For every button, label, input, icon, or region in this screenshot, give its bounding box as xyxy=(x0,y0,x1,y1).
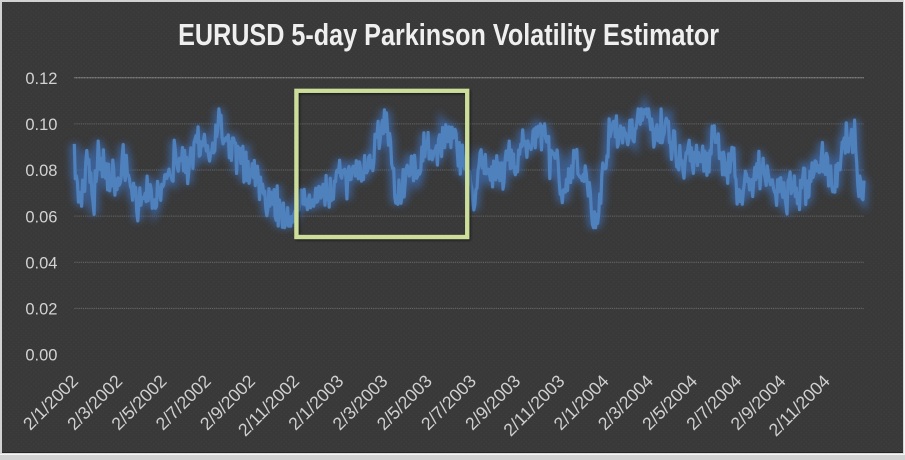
svg-text:0.06: 0.06 xyxy=(25,208,57,226)
svg-text:0.10: 0.10 xyxy=(25,116,57,134)
svg-text:0.04: 0.04 xyxy=(25,254,57,272)
svg-text:0.08: 0.08 xyxy=(25,162,57,180)
svg-text:0.00: 0.00 xyxy=(25,347,57,365)
svg-text:0.12: 0.12 xyxy=(25,70,57,88)
svg-text:EURUSD 5-day Parkinson Volatil: EURUSD 5-day Parkinson Volatility Estima… xyxy=(178,17,719,52)
svg-text:0.02: 0.02 xyxy=(25,301,57,319)
